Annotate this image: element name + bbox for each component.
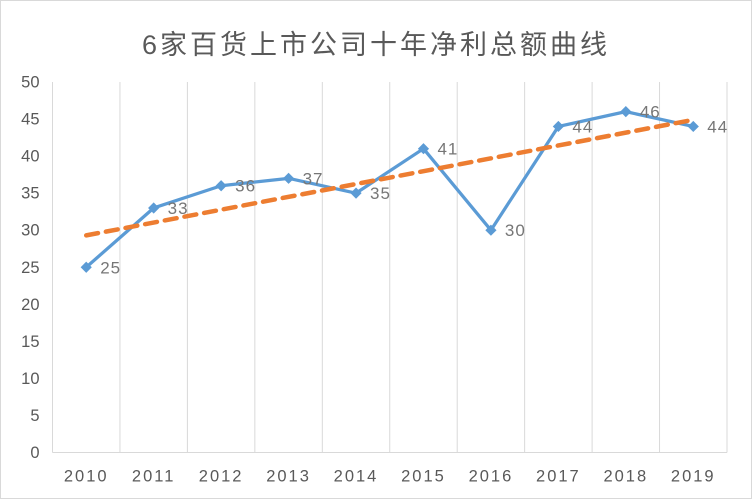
trendline bbox=[83, 117, 696, 238]
data-point-marker bbox=[350, 187, 362, 199]
x-tick-label: 2018 bbox=[603, 468, 648, 486]
data-label: 44 bbox=[707, 117, 728, 136]
data-point-marker bbox=[282, 172, 295, 184]
x-tick-label: 2010 bbox=[64, 468, 109, 486]
data-label: 33 bbox=[168, 199, 189, 218]
data-label: 41 bbox=[437, 140, 458, 159]
y-tick-label: 35 bbox=[21, 185, 39, 203]
y-tick-label: 15 bbox=[21, 333, 39, 351]
x-tick-label: 2013 bbox=[266, 468, 311, 486]
data-label: 30 bbox=[505, 221, 526, 240]
y-tick-label: 30 bbox=[21, 222, 39, 240]
y-tick-label: 0 bbox=[30, 444, 39, 462]
data-label: 36 bbox=[235, 177, 256, 196]
x-tick-label: 2011 bbox=[132, 468, 175, 486]
y-tick-label: 20 bbox=[21, 296, 39, 314]
x-tick-label: 2016 bbox=[469, 468, 514, 486]
data-label: 46 bbox=[640, 103, 661, 122]
x-tick-label: 2017 bbox=[536, 468, 581, 486]
data-label: 37 bbox=[303, 169, 324, 188]
y-tick-label: 10 bbox=[21, 370, 39, 388]
data-point-marker bbox=[80, 261, 92, 273]
data-point-marker bbox=[687, 120, 699, 133]
data-label: 44 bbox=[572, 117, 593, 136]
data-label: 25 bbox=[100, 258, 121, 277]
chart-title: 6家百货上市公司十年净利总额曲线 bbox=[141, 30, 610, 60]
data-point-marker bbox=[148, 202, 160, 214]
series-line bbox=[85, 110, 694, 269]
y-tick-label: 25 bbox=[21, 259, 39, 277]
x-tick-label: 2012 bbox=[199, 468, 244, 486]
data-point-marker bbox=[215, 180, 227, 192]
data-point-marker bbox=[620, 106, 632, 118]
x-tick-label: 2014 bbox=[334, 468, 379, 486]
y-tick-label: 45 bbox=[21, 111, 39, 129]
data-label: 35 bbox=[370, 184, 391, 203]
y-tick-label: 50 bbox=[21, 74, 39, 92]
x-tick-label: 2015 bbox=[401, 468, 446, 486]
data-point-marker bbox=[552, 120, 564, 133]
data-point-marker bbox=[417, 143, 430, 155]
y-tick-label: 40 bbox=[21, 148, 39, 166]
data-point-marker bbox=[485, 224, 497, 236]
x-tick-label: 2019 bbox=[671, 468, 716, 486]
y-tick-label: 5 bbox=[30, 407, 39, 425]
